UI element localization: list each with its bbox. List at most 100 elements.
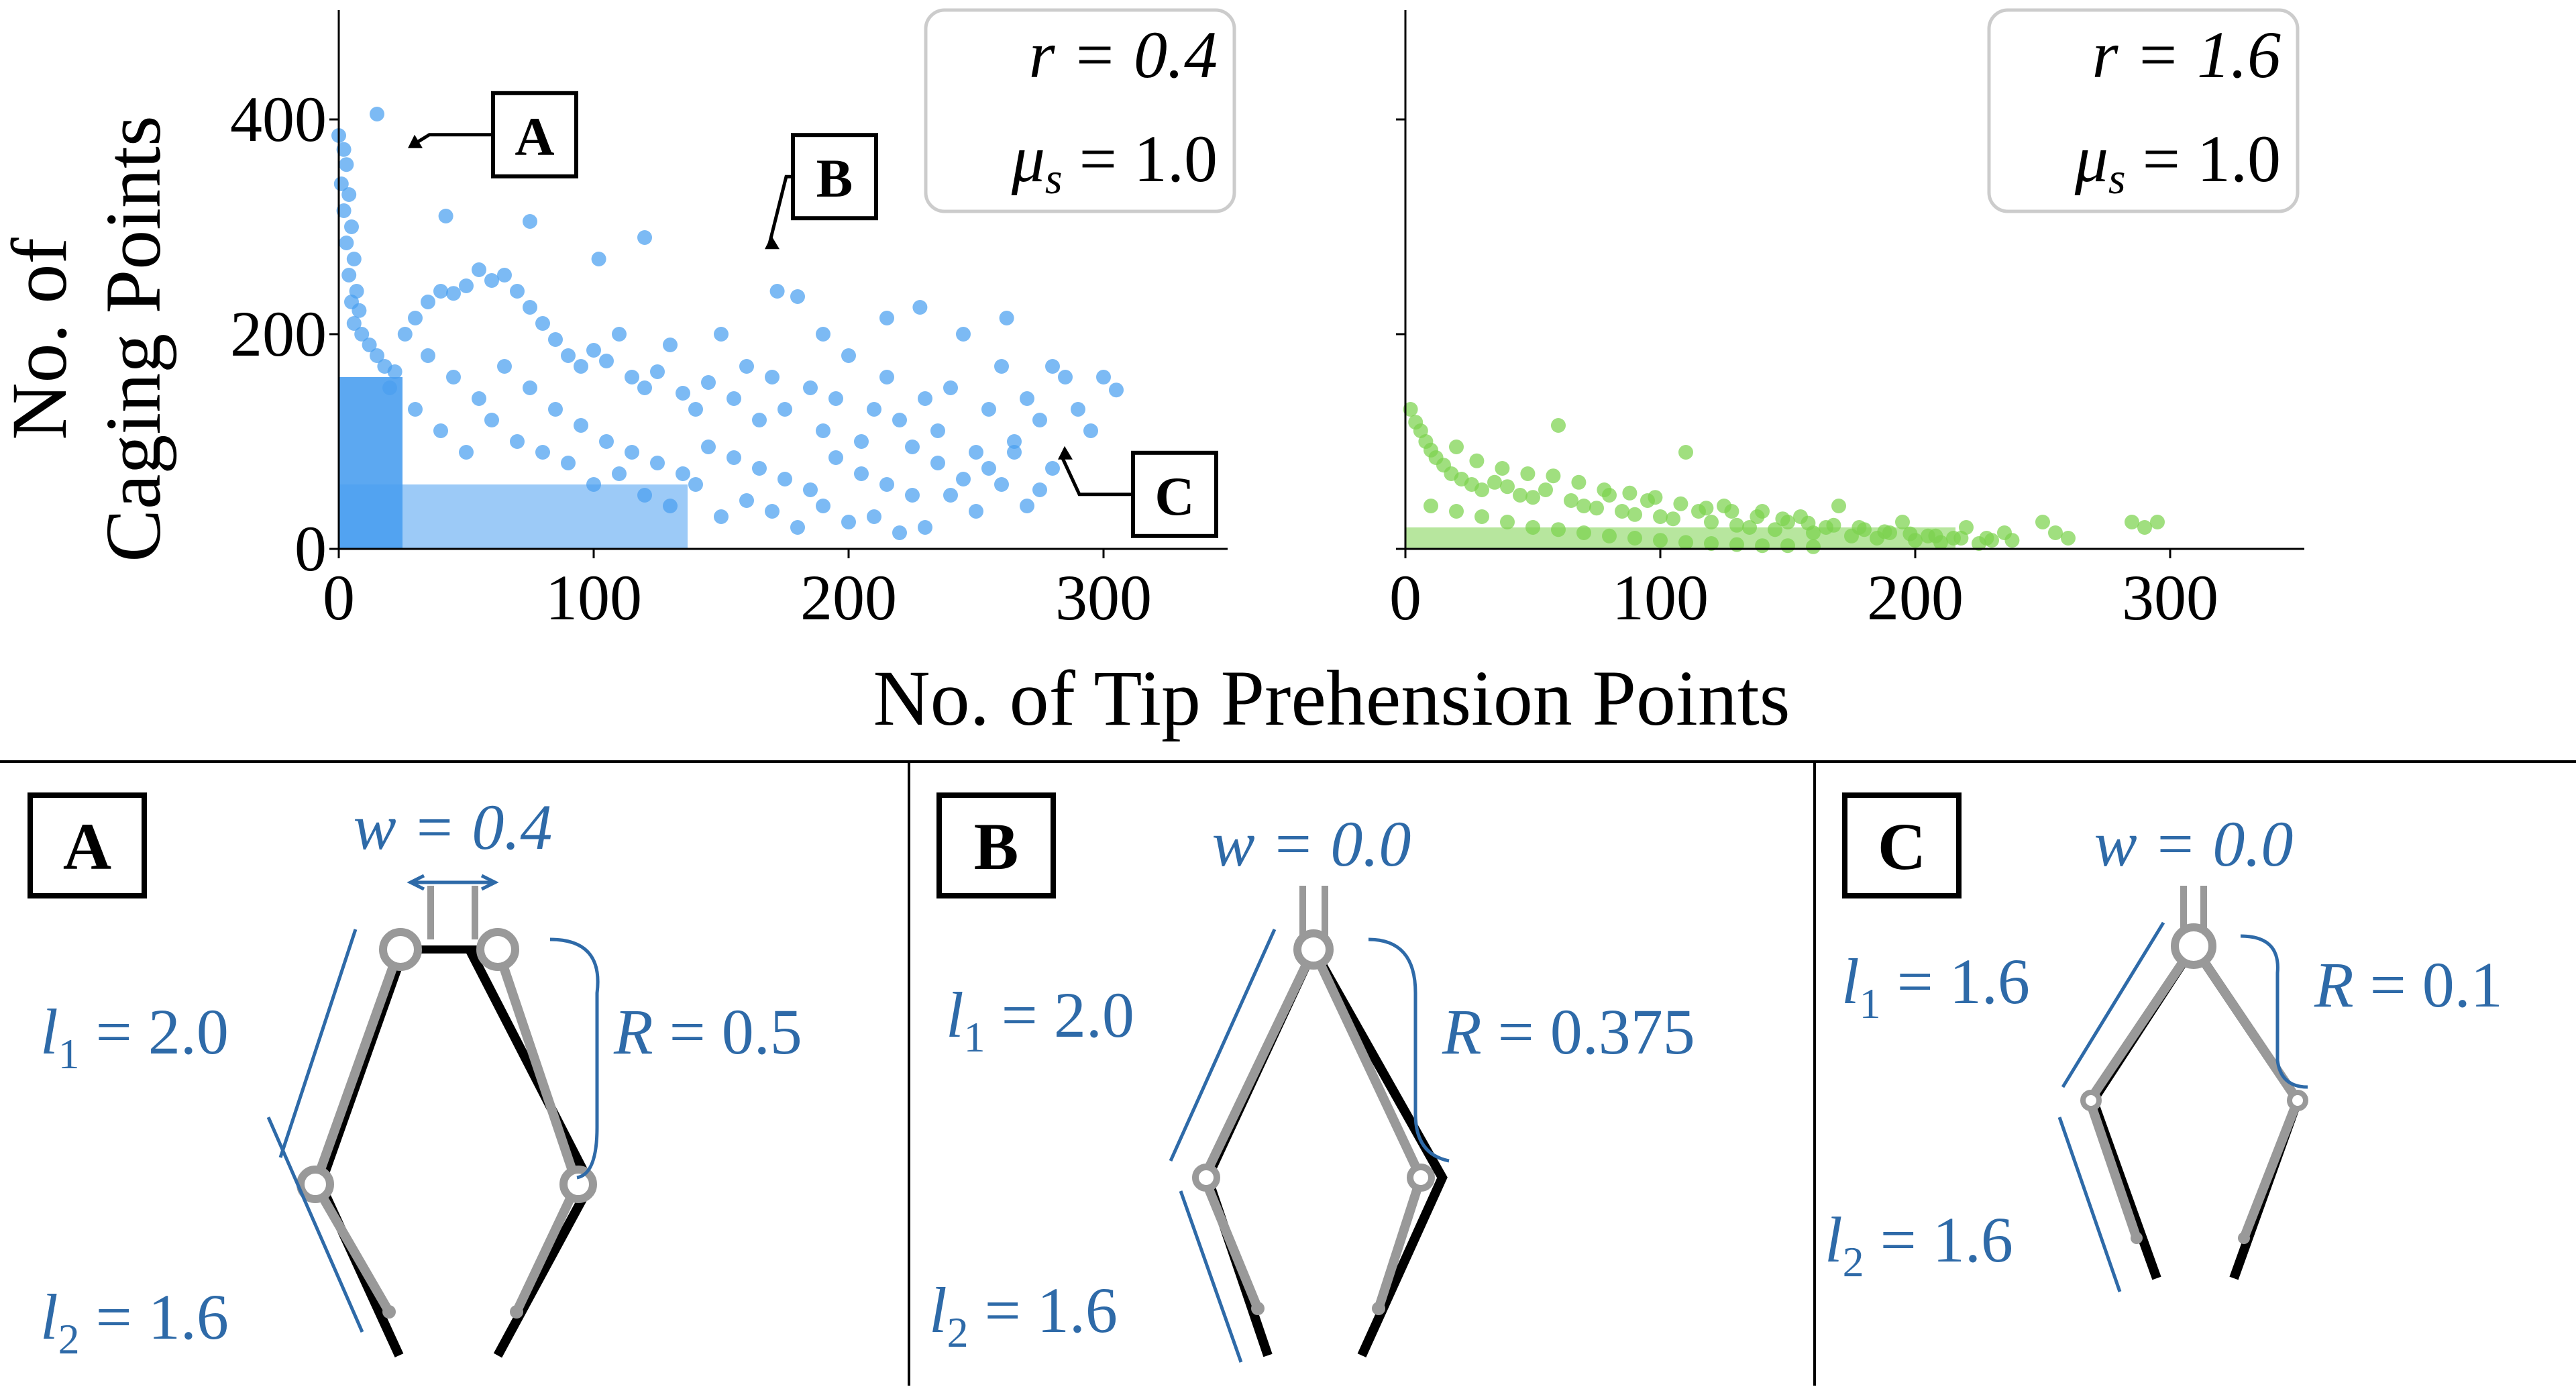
left-scatter-point [892, 525, 907, 540]
right-scatter-point [1653, 509, 1668, 524]
right-scatter-point [2061, 531, 2076, 546]
annotation-box [791, 133, 878, 221]
gripper-a [297, 886, 597, 1358]
left-scatter-point [1045, 461, 1060, 476]
left-scatter-point [346, 316, 362, 331]
left-scatter-point [841, 348, 856, 363]
right-legend-mu-symbol: μ [2074, 121, 2108, 196]
left-scatter-point [701, 440, 716, 454]
right-scatter-point [2035, 515, 2050, 529]
left-legend-mu-symbol: μ [1011, 121, 1045, 196]
left-scatter-point [752, 461, 767, 476]
left-scatter-point [497, 268, 512, 282]
left-scatter-point [344, 219, 359, 234]
left-scatter-point [905, 440, 920, 454]
left-scatter-point [599, 354, 614, 368]
left-scatter-point [433, 284, 448, 299]
left-scatter-point [574, 359, 588, 374]
right-scatter-point [1953, 531, 1969, 546]
left-scatter-point [354, 327, 370, 342]
left-scatter-point [816, 327, 830, 342]
right-scatter-point [1495, 461, 1510, 476]
dim-a-w-arrow-l [407, 874, 425, 891]
left-scatter-point [650, 364, 665, 379]
gripper-b-tip-r [1372, 1302, 1385, 1315]
left-scatter-point [790, 520, 805, 535]
left-scatter-point [841, 515, 856, 529]
left-scatter-point [599, 434, 614, 449]
right-scatter-point [2048, 525, 2063, 540]
dim-b-R-brace [1368, 937, 1450, 1163]
left-scatter-point [341, 187, 357, 202]
panel-b-title-box [936, 792, 1056, 898]
left-scatter-point [523, 300, 537, 315]
right-scatter-point [1979, 531, 1994, 546]
left-scatter-point [341, 268, 357, 282]
right-scatter-point [1589, 501, 1604, 516]
left-scatter-point [688, 477, 703, 492]
left-scatter-point [1058, 370, 1073, 384]
left-scatter-point [918, 391, 932, 406]
annotation-arrow [411, 133, 493, 147]
right-x-ticks: 0 100 200 300 [1389, 549, 2218, 633]
gripper-b-joint-bl [1192, 1164, 1220, 1192]
dim-c-l2-line [2057, 1117, 2122, 1292]
annotation-arrowhead [408, 134, 423, 148]
annotation-box [1131, 450, 1218, 538]
panel-c-l2-val: = 1.6 [1864, 1204, 2013, 1276]
panel-c: C w = 0.0 l1 = 1.6 l2 = 1.6 R = 0.1 [1825, 792, 2503, 1292]
left-scatter-point [879, 370, 894, 384]
left-scatter-point [397, 327, 413, 342]
right-scatter-point [1487, 474, 1502, 490]
right-legend-mu-value: = 1.0 [2126, 121, 2281, 196]
left-scatter-point [676, 386, 690, 401]
left-scatter-point [777, 402, 792, 417]
left-scatter-point [510, 434, 525, 449]
panel-b-l2-sub: 2 [947, 1308, 969, 1356]
panel-b-l2-label: l2 = 1.6 [929, 1274, 1118, 1356]
left-scatter-point [1032, 413, 1047, 427]
panel-a-title-box [28, 792, 147, 898]
right-scatter-point [1724, 504, 1739, 519]
panel-c-l2-label: l2 = 1.6 [1825, 1204, 2013, 1286]
left-scatter-point [625, 445, 639, 460]
gripper-a-tip-l [382, 1305, 396, 1319]
panel-c-title-box [1842, 792, 1962, 898]
left-scatter-point [765, 370, 780, 384]
left-scatter-point [867, 402, 881, 417]
left-scatter-point [765, 504, 780, 519]
annotation-arrowhead [765, 236, 780, 250]
panel-a-l2-label: l2 = 1.6 [40, 1281, 229, 1363]
left-x-tick-label: 100 [545, 562, 642, 633]
annotation-arrowhead [1058, 446, 1073, 460]
left-scatter-point [1020, 499, 1034, 513]
panel-a-l2-sym: l [40, 1281, 58, 1353]
left-scatter-point [739, 493, 754, 508]
left-scatter-point [769, 284, 785, 299]
left-legend-r-text: r = 0.4 [1029, 17, 1218, 92]
gripper-b-joint-top [1293, 929, 1334, 970]
left-scatter-point [663, 338, 678, 352]
left-scatter-point [956, 327, 971, 342]
panel-b-w-label: w = 0.0 [1212, 808, 1411, 880]
left-scatter-point [969, 504, 983, 519]
left-scatter-point [803, 482, 818, 497]
dim-c-R-brace [2240, 934, 2308, 1089]
panel-c-l2-sym: l [1825, 1204, 1843, 1276]
gripper-a-joint-tl [379, 928, 422, 971]
dim-a-l2-line [266, 1116, 364, 1333]
left-scatter-point [591, 252, 606, 266]
left-scatter-point [438, 209, 453, 223]
right-scatter-point [1775, 511, 1790, 527]
left-scatter-point [943, 488, 958, 503]
right-scatter-point [1678, 445, 1693, 460]
left-scatter-point [484, 273, 499, 288]
left-scatter-point [930, 423, 945, 438]
right-scatter-point [2125, 515, 2139, 529]
left-scatter-point [548, 402, 563, 417]
left-scatter-point [688, 402, 703, 417]
left-scatter-point [701, 375, 716, 390]
left-scatter-point [336, 203, 352, 218]
gripper-b-left-finger-black [1202, 947, 1318, 1357]
left-y-tick-label: 0 [294, 513, 327, 584]
